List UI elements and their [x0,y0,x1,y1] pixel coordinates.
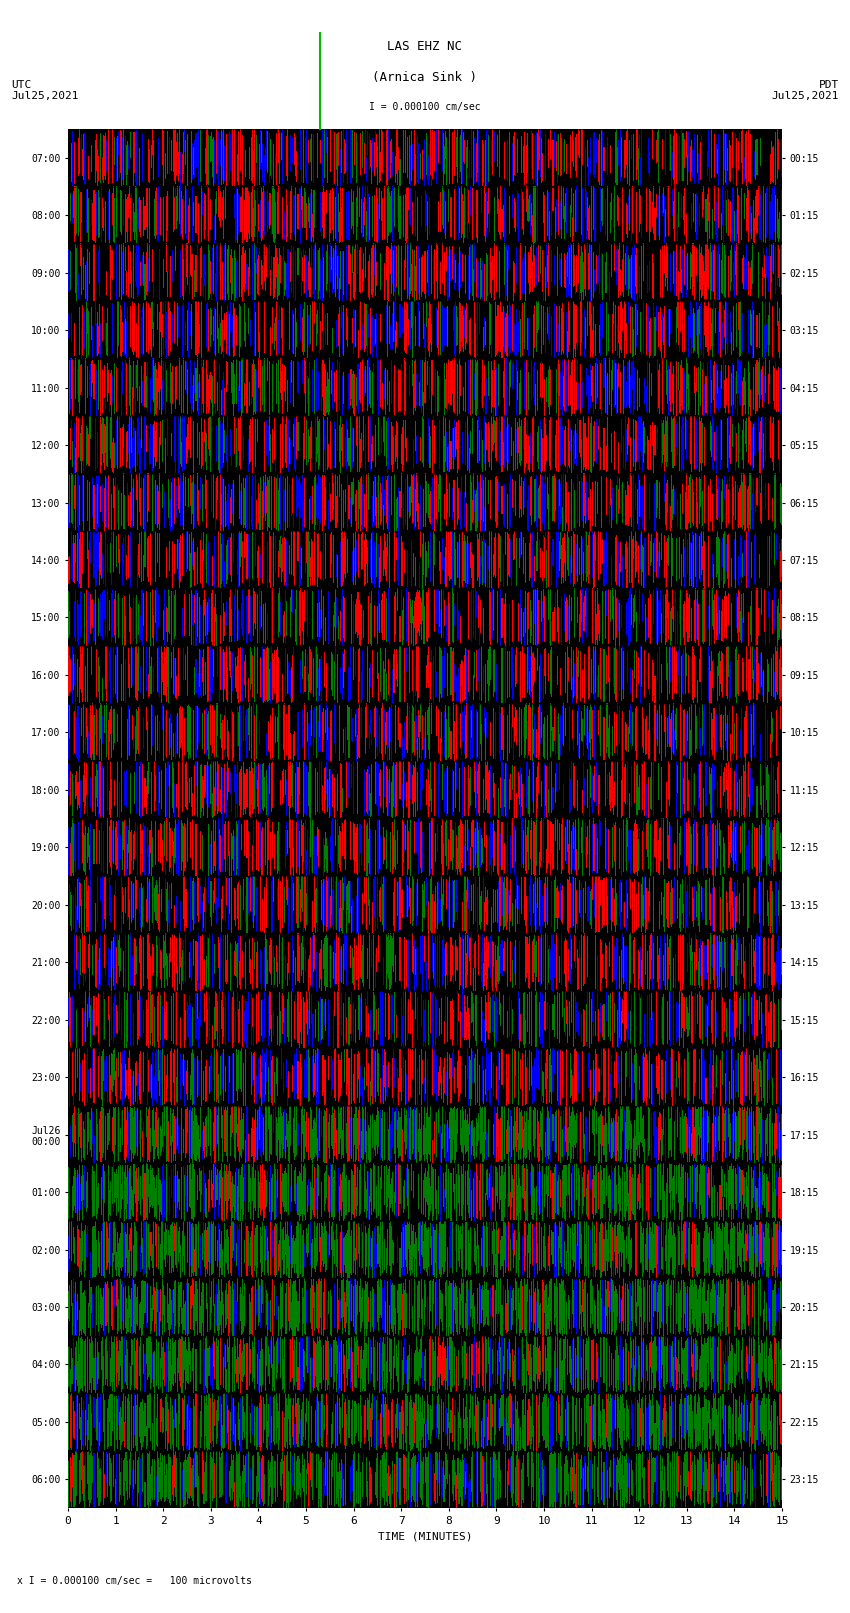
Text: (Arnica Sink ): (Arnica Sink ) [372,71,478,84]
Text: PDT
Jul25,2021: PDT Jul25,2021 [772,81,839,102]
Text: x I = 0.000100 cm/sec =   100 microvolts: x I = 0.000100 cm/sec = 100 microvolts [17,1576,252,1586]
Text: UTC
Jul25,2021: UTC Jul25,2021 [11,81,78,102]
Text: I = 0.000100 cm/sec: I = 0.000100 cm/sec [369,103,481,113]
X-axis label: TIME (MINUTES): TIME (MINUTES) [377,1531,473,1542]
Text: LAS EHZ NC: LAS EHZ NC [388,40,462,53]
